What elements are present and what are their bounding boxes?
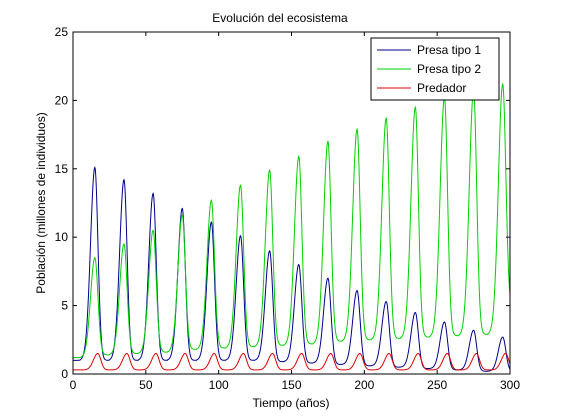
y-tick-label: 20 [55,93,69,107]
series-layer [73,82,511,372]
x-tick-label: 200 [354,378,374,392]
x-tick-label: 150 [281,378,301,392]
y-tick-label: 15 [55,162,69,176]
x-tick-label: 50 [139,378,153,392]
ticks-layer: 0 50 100 150 200 250 300 0 5 10 15 20 25 [55,25,521,392]
y-tick-label: 5 [61,299,68,313]
y-tick-label: 0 [61,367,68,381]
x-axis-title: Tiempo (años) [253,396,330,410]
y-axis-title: Población (millones de individuos) [34,112,48,293]
chart-title: Evolución del ecosistema [212,11,348,25]
x-tick-label: 0 [70,378,77,392]
legend-label: Presa tipo 2 [417,62,481,76]
y-tick-label: 25 [55,25,69,39]
y-tick-label: 10 [55,230,69,244]
legend-label: Predador [417,81,466,95]
series-line-3 [73,352,511,371]
x-tick-label: 250 [427,378,447,392]
x-tick-label: 300 [500,378,520,392]
x-tick-label: 100 [209,378,229,392]
legend-label: Presa tipo 1 [417,43,481,57]
legend: Presa tipo 1 Presa tipo 2 Predador [370,37,500,101]
series-line-2 [73,82,511,359]
